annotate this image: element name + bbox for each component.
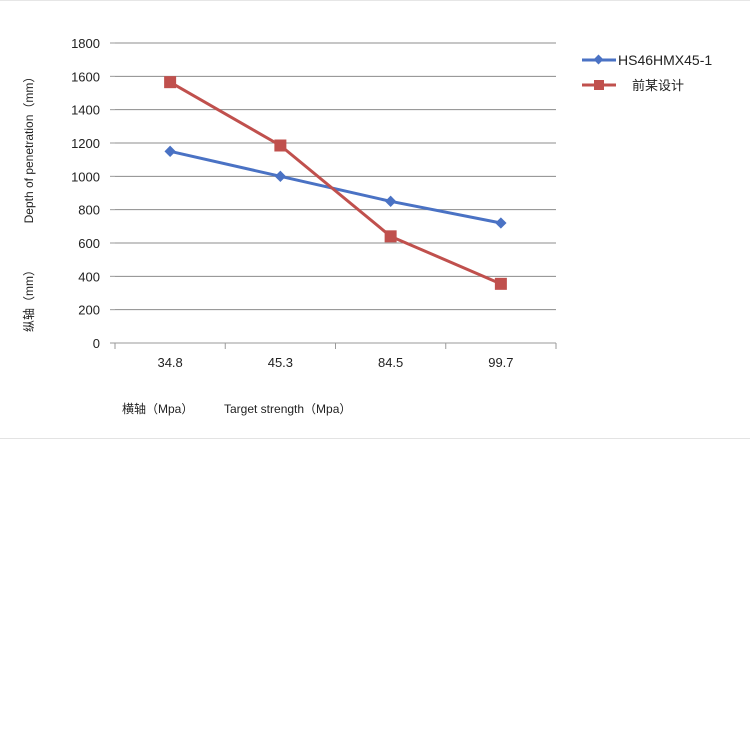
legend-label-qianmou: 前某设计 — [632, 78, 684, 93]
blank-area — [0, 439, 750, 750]
y-axis-title-en: Depth of penetration（mm） — [22, 71, 36, 224]
legend-marker-qianmou — [594, 80, 604, 90]
x-tick-label: 99.7 — [488, 355, 513, 370]
x-tick-label: 45.3 — [268, 355, 293, 370]
data-point — [274, 170, 287, 182]
line-chart: 0 200 400 600 800 1000 1200 1400 1600 1800 34.8 45… — [21, 36, 712, 416]
legend-marker-hs46hmx45 — [593, 54, 604, 65]
y-tick-label: 1200 — [71, 136, 100, 151]
grid-lines — [110, 42, 557, 349]
data-point — [494, 277, 507, 290]
data-point — [384, 230, 397, 243]
x-tick-label: 34.8 — [157, 355, 182, 370]
series — [164, 76, 507, 290]
top-border — [0, 0, 750, 1]
series-1 — [164, 76, 507, 290]
data-point — [164, 76, 177, 89]
data-point — [384, 195, 397, 207]
series-0 — [164, 145, 507, 229]
y-tick-label: 1400 — [71, 103, 100, 118]
series-line — [169, 80, 502, 286]
x-tick-labels: 34.8 45.3 84.5 99.7 — [157, 355, 513, 370]
y-tick-label: 0 — [93, 336, 100, 351]
series-line — [169, 149, 502, 225]
x-axis-title-cn: 横轴（Mpa） — [122, 401, 193, 416]
y-tick-label: 600 — [78, 236, 100, 251]
y-tick-label: 200 — [78, 303, 100, 318]
legend: HS46HMX45-1 前某设计 — [582, 52, 712, 93]
legend-item-qianmou: 前某设计 — [582, 78, 684, 93]
chart-panel: 0 200 400 600 800 1000 1200 1400 1600 1800 34.8 45… — [0, 1, 750, 439]
y-tick-label: 1600 — [71, 69, 100, 84]
y-axis-title-cn: 纵轴（mm） — [21, 264, 36, 332]
y-tick-label: 400 — [78, 269, 100, 284]
data-point — [495, 217, 507, 229]
data-point — [164, 145, 176, 157]
data-point — [274, 139, 287, 152]
y-tick-label: 1000 — [71, 169, 100, 184]
x-axis-title-en: Target strength（Mpa） — [224, 402, 351, 416]
y-tick-labels: 0 200 400 600 800 1000 1200 1400 1600 1800 — [71, 36, 100, 351]
legend-item-hs46hmx45: HS46HMX45-1 — [582, 52, 712, 68]
legend-label-hs46hmx45: HS46HMX45-1 — [618, 52, 712, 68]
x-tick-label: 84.5 — [378, 355, 403, 370]
y-tick-label: 1800 — [71, 36, 100, 51]
y-tick-label: 800 — [78, 203, 100, 218]
